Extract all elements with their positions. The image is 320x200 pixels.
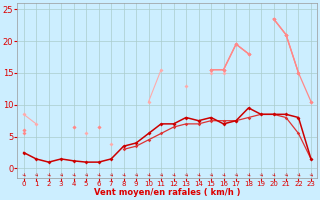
X-axis label: Vent moyen/en rafales ( km/h ): Vent moyen/en rafales ( km/h ) bbox=[94, 188, 241, 197]
